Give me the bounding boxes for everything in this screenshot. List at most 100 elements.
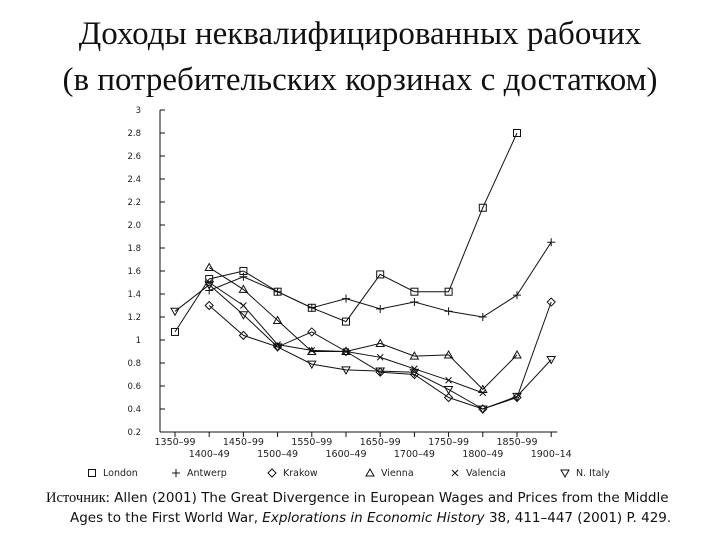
y-tick-label: 1.4: [127, 290, 141, 300]
data-point-northern-italy: [204, 281, 215, 290]
data-point-antwerp: [376, 304, 385, 313]
series-line-krakow: [208, 301, 552, 410]
data-point-northern-italy: [409, 368, 420, 378]
x-tick-label: 1400–49: [189, 449, 230, 460]
data-point-vienna: [375, 338, 386, 347]
data-point-krakow: [341, 346, 351, 357]
data-point-vienna: [306, 346, 317, 355]
data-point-krakow: [204, 300, 214, 311]
data-point-antwerp: [410, 298, 419, 307]
legend-label-northern-italy: N. Italy: [576, 468, 610, 479]
y-tick-label: 1: [136, 336, 141, 346]
data-point-krakow: [238, 330, 249, 341]
data-point-vienna: [238, 284, 249, 293]
legend-label-antwerp: Antwerp: [187, 468, 227, 479]
x-tick-label: 1850–99: [496, 437, 537, 448]
data-point-vienna: [272, 315, 283, 324]
data-point-northern-italy: [306, 360, 317, 370]
legend-marker-northern-italy: [560, 469, 570, 479]
y-tick-label: 1.8: [127, 244, 141, 254]
legend-label-vienna: Vienna: [381, 468, 414, 479]
y-tick-label: 2.0: [127, 221, 141, 231]
x-tick-label: 1350–99: [154, 437, 195, 448]
data-point-valencia: [479, 389, 487, 397]
data-point-northern-italy: [238, 311, 249, 320]
data-point-northern-italy: [477, 405, 488, 415]
data-point-valencia: [308, 346, 316, 354]
x-tick-label: 1500–49: [257, 449, 298, 460]
data-point-krakow: [443, 392, 454, 403]
data-point-london: [478, 203, 487, 212]
data-point-vienna: [512, 349, 522, 359]
legend-marker-vienna: [365, 467, 375, 477]
y-tick-label: 2.6: [127, 152, 141, 162]
x-tick-label: 1650–99: [360, 437, 401, 448]
x-tick-label: 1600–49: [325, 449, 366, 460]
data-point-antwerp: [513, 291, 521, 300]
data-point-london: [376, 270, 385, 279]
x-tick-label: 1700–49: [394, 449, 435, 460]
y-tick-label: 1.6: [127, 267, 141, 277]
data-point-london: [342, 317, 350, 326]
source-journal: Explorations in Economic History: [262, 510, 485, 526]
data-point-valencia: [445, 376, 452, 384]
data-point-antwerp: [478, 313, 487, 321]
x-tick-label: 1750–99: [428, 437, 469, 448]
legend-label-london: London: [103, 468, 138, 479]
source-text-line2b: 38, 411–447 (2001) P. 429.: [484, 510, 672, 526]
x-tick-label: 1550–99: [291, 437, 332, 448]
chart-title-line1: Доходы неквалифицированных рабочих: [78, 16, 642, 52]
legend-marker-antwerp: [172, 469, 180, 477]
legend-marker-valencia: [451, 469, 459, 477]
source-text-line1: Allen (2001) The Great Divergence in Eur…: [109, 490, 669, 506]
y-tick-label: 0.2: [127, 428, 141, 438]
y-tick-label: 2.8: [127, 129, 141, 139]
data-point-antwerp: [547, 238, 556, 247]
y-tick-label: 2.2: [127, 198, 141, 208]
data-point-antwerp: [444, 307, 453, 316]
y-tick-label: 3: [136, 106, 141, 116]
data-point-antwerp: [307, 303, 316, 312]
data-point-london: [444, 287, 453, 296]
data-point-northern-italy: [341, 366, 351, 375]
data-point-london: [410, 287, 419, 296]
y-tick-label: 1.2: [127, 313, 141, 323]
x-tick-label: 1900–14: [531, 449, 572, 460]
legend-marker-london: [88, 469, 96, 477]
data-point-northern-italy: [272, 343, 283, 352]
data-point-vienna: [409, 351, 420, 360]
y-tick-label: 0.6: [127, 382, 141, 392]
series-line-london: [174, 132, 518, 333]
y-tick-label: 0.4: [127, 405, 141, 415]
data-point-valencia: [342, 348, 350, 355]
legend-label-valencia: Valencia: [466, 468, 506, 479]
source-label: Источник:: [46, 490, 110, 506]
data-point-valencia: [376, 353, 384, 361]
source-note: Источник: Allen (2001) The Great Diverge…: [46, 488, 706, 528]
y-tick-label: 2.4: [127, 175, 141, 185]
series-line-northern-italy: [174, 284, 552, 410]
data-point-krakow: [546, 297, 556, 307]
data-point-northern-italy: [170, 307, 180, 317]
legend-label-krakow: Krakow: [283, 468, 318, 479]
data-point-northern-italy: [375, 367, 386, 377]
x-tick-label: 1800–49: [462, 449, 503, 460]
data-point-london: [171, 327, 179, 336]
legend-marker-krakow: [267, 468, 277, 478]
y-tick-label: 0.8: [127, 359, 141, 369]
data-point-northern-italy: [546, 356, 557, 365]
data-point-northern-italy: [512, 392, 522, 402]
data-point-northern-italy: [443, 385, 454, 395]
data-point-london: [513, 129, 521, 137]
chart-title-line2: (в потребительских корзинах с достатком): [62, 62, 658, 98]
x-tick-label: 1450–99: [223, 437, 264, 448]
data-point-valencia: [240, 302, 247, 309]
data-point-antwerp: [342, 294, 350, 303]
data-point-vienna: [204, 262, 215, 272]
data-point-antwerp: [273, 287, 282, 296]
data-point-vienna: [443, 349, 454, 359]
data-point-krakow: [307, 327, 317, 337]
data-point-antwerp: [239, 272, 248, 281]
source-text-line2a: Ages to the First World War,: [70, 510, 263, 526]
